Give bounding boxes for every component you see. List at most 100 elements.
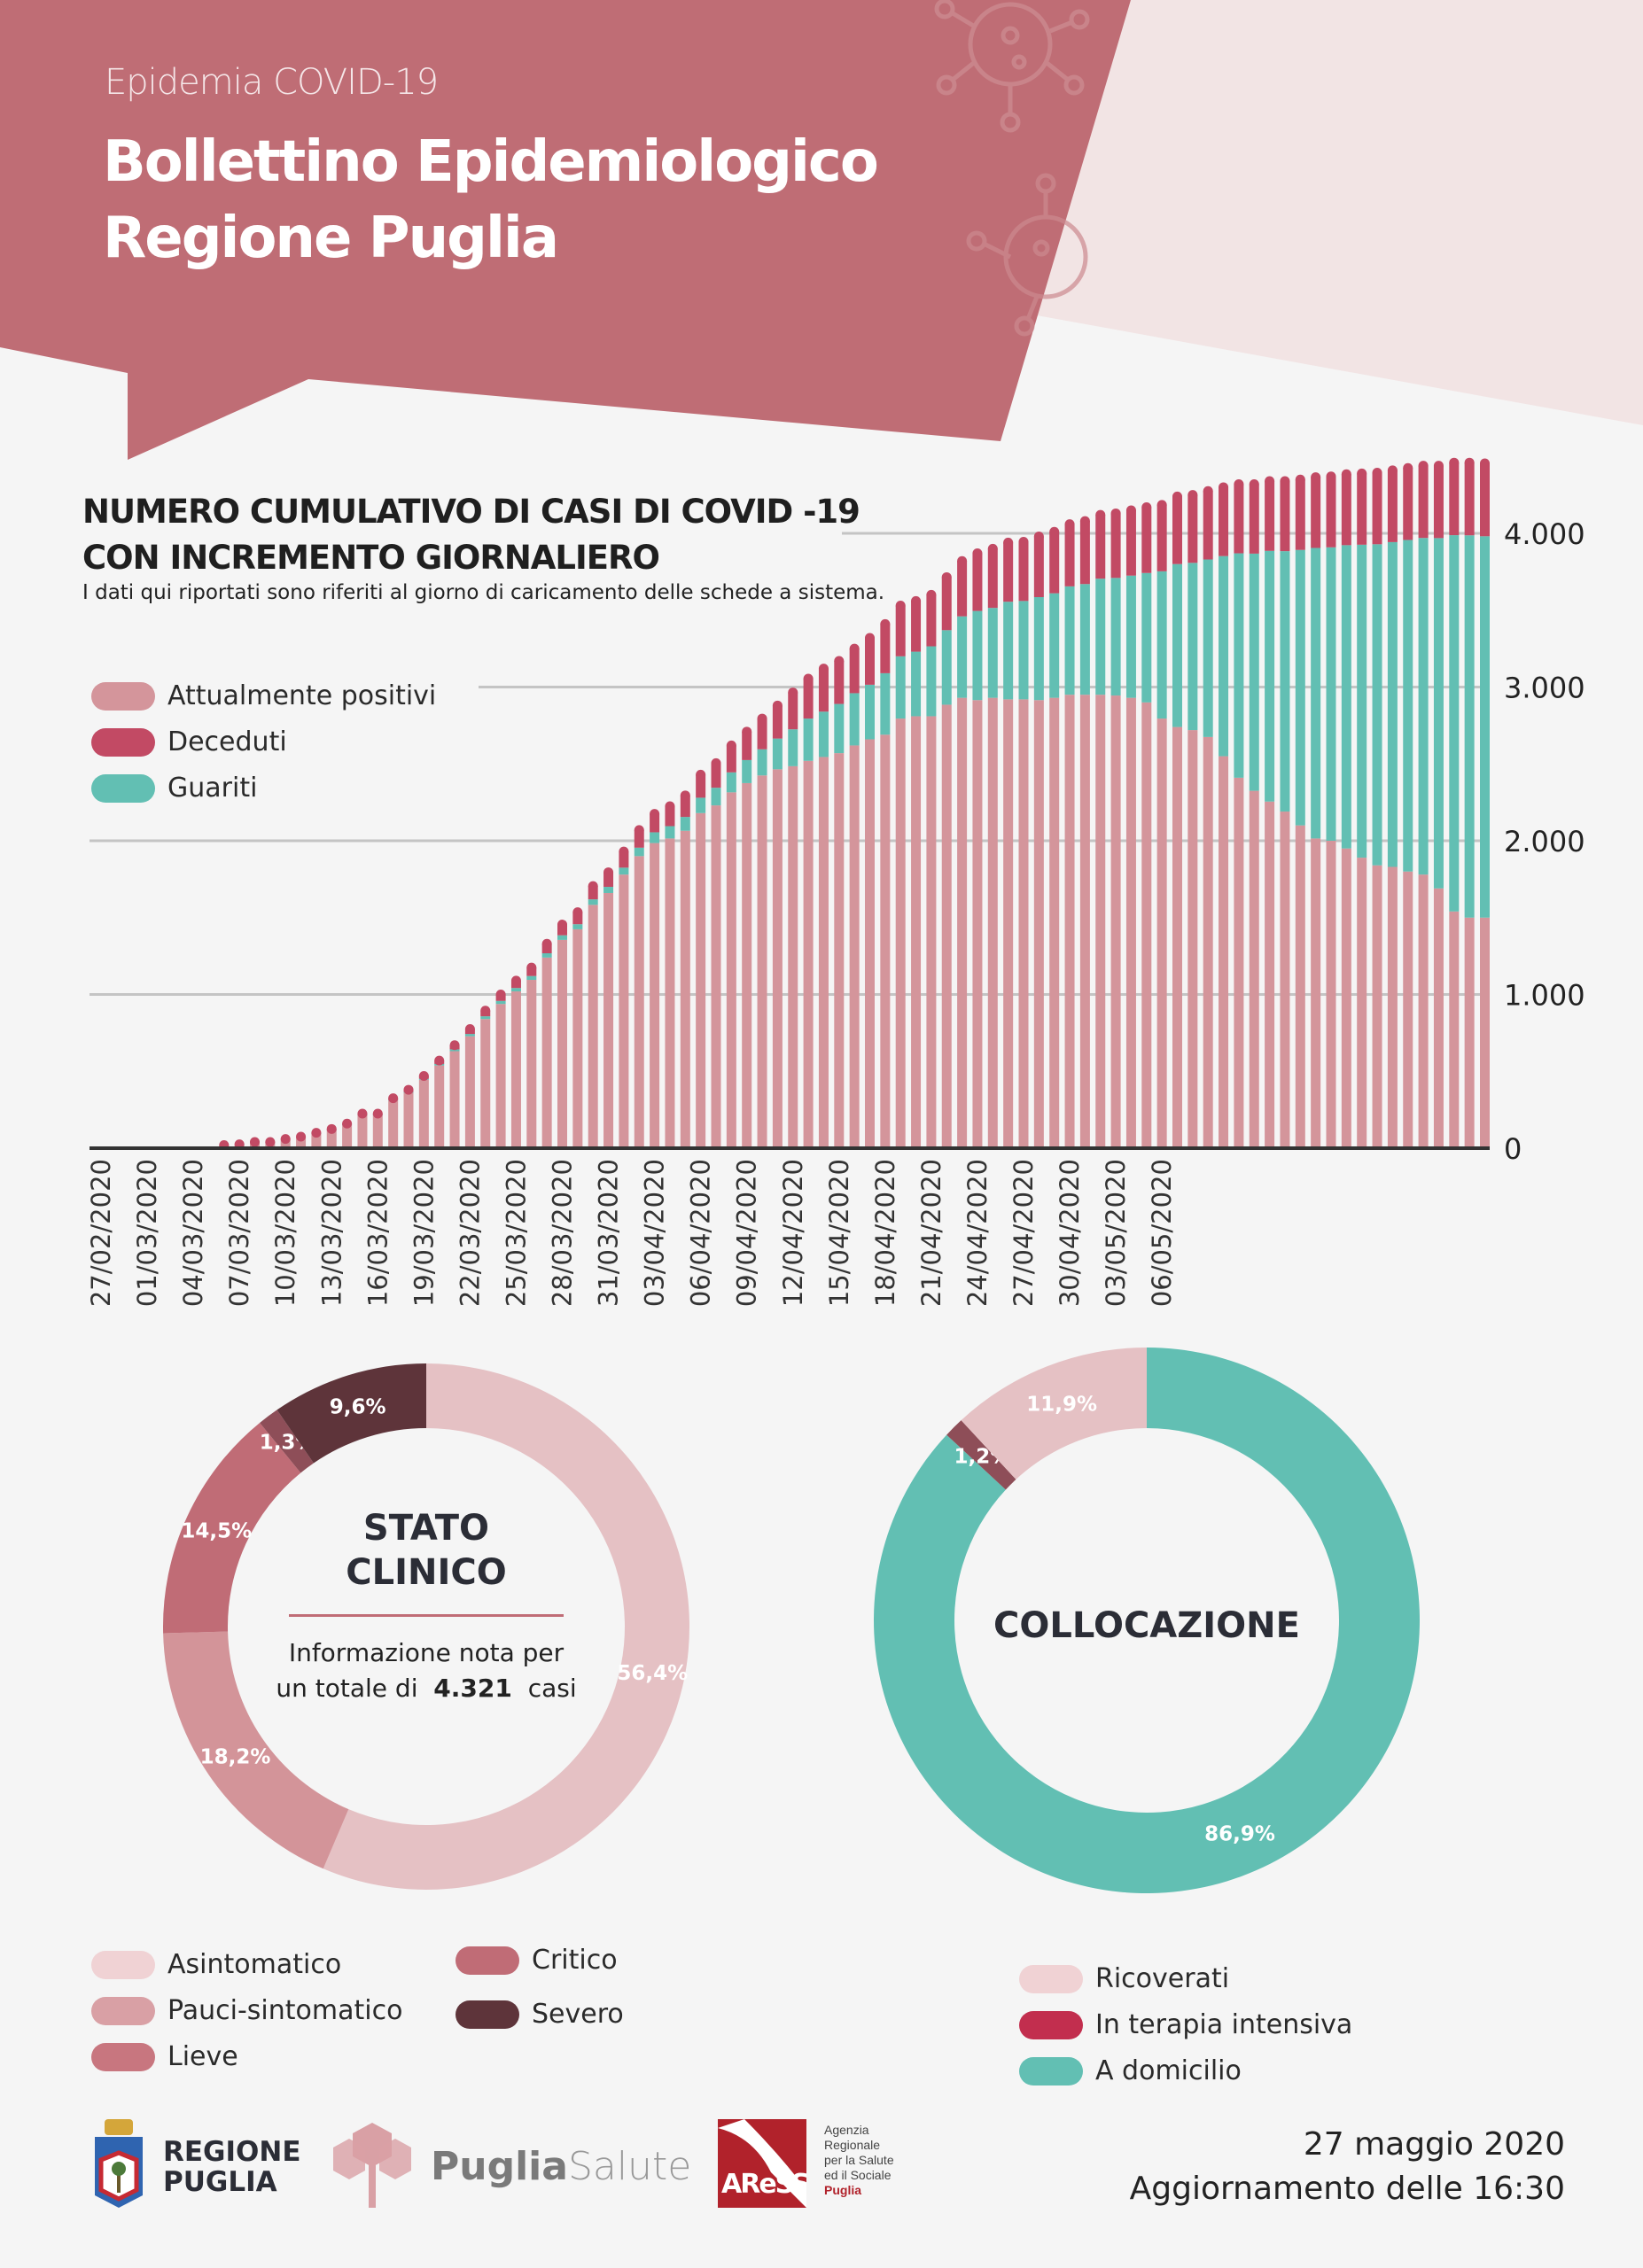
- bar-cap: [1249, 478, 1259, 489]
- bar-attualmente-positivi: [1079, 695, 1090, 1148]
- bar-attualmente-positivi: [1110, 695, 1121, 1148]
- bar-guariti: [834, 703, 845, 754]
- bar-guariti: [711, 788, 721, 806]
- bar-attualmente-positivi: [1003, 699, 1014, 1148]
- bar-attualmente-positivi: [1280, 812, 1290, 1148]
- info-line1: Informazione nota per: [288, 1638, 565, 1667]
- donut-slice-a-domicilio: [873, 1348, 1420, 1893]
- bar-cap: [1095, 509, 1106, 520]
- y-tick-label: 0: [1504, 1132, 1522, 1166]
- bar-cap: [250, 1137, 260, 1147]
- bar-deceduti: [818, 668, 829, 712]
- info-suffix: casi: [527, 1674, 577, 1703]
- logo-puglia-salute: PugliaSalute: [330, 2117, 691, 2215]
- bar-cap: [572, 907, 583, 918]
- bar-attualmente-positivi: [311, 1133, 322, 1148]
- bar-attualmente-positivi: [403, 1092, 414, 1148]
- bar-guariti: [941, 630, 952, 705]
- bar-deceduti: [803, 678, 814, 719]
- bar-deceduti: [1095, 515, 1106, 579]
- donut-title-line1: STATO: [362, 1508, 490, 1549]
- bar-deceduti: [972, 553, 983, 611]
- bar-attualmente-positivi: [957, 697, 968, 1148]
- bar-attualmente-positivi: [1095, 695, 1106, 1148]
- donut-slice-pauci-sintomatico: [163, 1631, 349, 1869]
- bar-cap: [865, 633, 875, 643]
- bar-deceduti: [1280, 481, 1290, 552]
- bar-guariti: [1018, 601, 1029, 700]
- bar-deceduti: [711, 763, 721, 788]
- donut-slice-label: 18,2%: [200, 1745, 271, 1768]
- bar-guariti: [1403, 540, 1413, 872]
- bar-guariti: [541, 953, 552, 958]
- legend-swatch: [91, 1950, 155, 1979]
- x-tick-label: 01/03/2020: [132, 1159, 162, 1307]
- bar-cap: [1003, 537, 1014, 548]
- bar-attualmente-positivi: [941, 704, 952, 1148]
- bar-deceduti: [1449, 462, 1460, 536]
- bar-deceduti: [957, 561, 968, 617]
- bar-attualmente-positivi: [972, 700, 983, 1148]
- logo-regione-puglia: REGIONE PUGLIA: [92, 2117, 358, 2215]
- bar-guariti: [510, 988, 521, 992]
- bar-guariti: [665, 826, 675, 839]
- bar-cap: [342, 1118, 353, 1129]
- legend-label: Pauci-sintomatico: [167, 1995, 403, 2026]
- bar-guariti: [1249, 553, 1259, 791]
- x-tick-label: 09/04/2020: [732, 1159, 762, 1307]
- bar-guariti: [1480, 536, 1490, 918]
- regione-line2: PUGLIA: [163, 2166, 277, 2198]
- bar-cap: [449, 1040, 460, 1051]
- x-tick-label: 03/05/2020: [1101, 1159, 1131, 1307]
- bar-deceduti: [772, 705, 783, 739]
- bar-attualmente-positivi: [865, 739, 875, 1148]
- bar-guariti: [1341, 545, 1351, 849]
- bar-guariti: [495, 1000, 506, 1005]
- bar-attualmente-positivi: [1311, 838, 1321, 1148]
- bar-cap: [742, 726, 752, 737]
- bar-deceduti: [665, 805, 675, 827]
- bar-deceduti: [1018, 541, 1029, 602]
- bar-cap: [726, 740, 736, 750]
- bar-attualmente-positivi: [665, 838, 675, 1148]
- legend-item-lieve: Lieve: [91, 2041, 238, 2072]
- bar-cap: [1033, 531, 1044, 541]
- bar-cap: [526, 962, 537, 973]
- bar-deceduti: [1219, 486, 1229, 556]
- bar-attualmente-positivi: [526, 980, 537, 1148]
- y-tick-label: 2.000: [1504, 825, 1585, 858]
- bar-attualmente-positivi: [772, 769, 783, 1148]
- bar-cap: [1295, 474, 1305, 485]
- bar-guariti: [957, 616, 968, 698]
- bar-cap: [1433, 461, 1444, 471]
- tree-icon: [333, 2123, 411, 2208]
- virus-icon: [934, 0, 1090, 133]
- x-tick-label: 16/03/2020: [362, 1159, 393, 1307]
- header-speech-bubble: [0, 0, 1131, 460]
- bar-attualmente-positivi: [1033, 700, 1044, 1148]
- bar-cap: [1311, 472, 1321, 483]
- bar-attualmente-positivi: [619, 874, 629, 1148]
- donut-slice-critico: [260, 1410, 314, 1473]
- y-tick-label: 4.000: [1504, 517, 1585, 551]
- bar-cap: [957, 555, 968, 566]
- bar-cap: [941, 571, 952, 582]
- bar-attualmente-positivi: [480, 1019, 491, 1148]
- bar-attualmente-positivi: [818, 757, 829, 1148]
- bar-cap: [296, 1131, 307, 1142]
- wordmark-light: Salute: [567, 2144, 692, 2189]
- legend-label: Guariti: [167, 773, 258, 804]
- bar-deceduti: [742, 731, 752, 760]
- legend-item-ricoverati: Ricoverati: [1019, 1963, 1229, 1994]
- bar-guariti: [926, 646, 937, 717]
- wordmark-bold: Puglia: [431, 2144, 568, 2189]
- puglia-salute-wordmark: PugliaSalute: [431, 2144, 691, 2189]
- bar-deceduti: [941, 577, 952, 631]
- bar-attualmente-positivi: [495, 1004, 506, 1148]
- bar-cap: [1464, 457, 1475, 468]
- bar-guariti: [895, 656, 906, 719]
- bar-attualmente-positivi: [1480, 917, 1490, 1148]
- bar-deceduti: [1249, 484, 1259, 554]
- bar-cap: [510, 975, 521, 986]
- bar-cap: [464, 1024, 475, 1035]
